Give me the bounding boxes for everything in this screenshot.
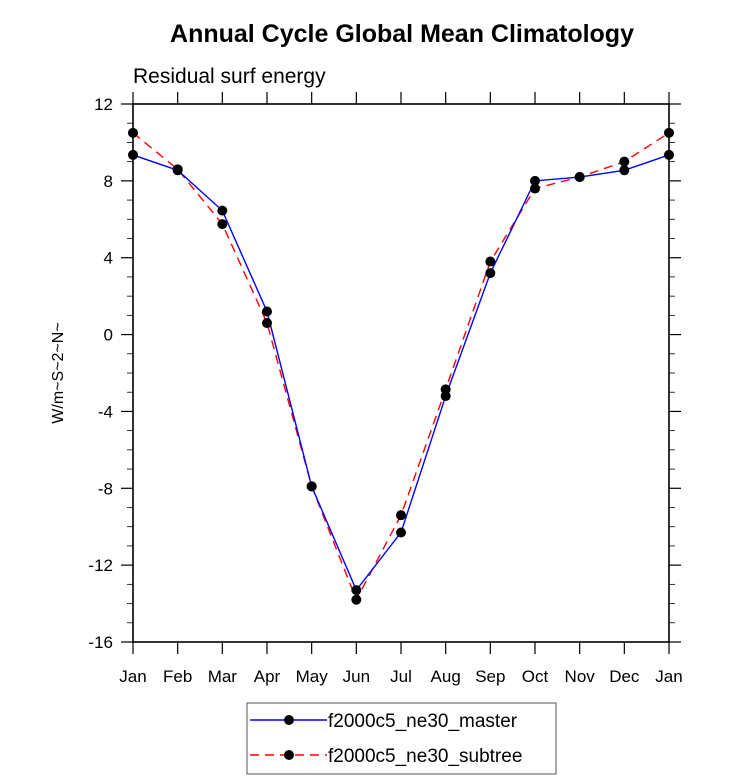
legend-box	[246, 702, 557, 775]
axes: -16 -12 -8 -4 0 4 8 12 Jan Feb Mar Apr May Jun Jul Aug S…	[88, 92, 683, 686]
data-point-f2000c5_ne30_subtree	[485, 256, 496, 267]
data-point-f2000c5_ne30_master	[530, 175, 540, 186]
data-point-f2000c5_ne30_master	[396, 527, 406, 538]
legend-marker-f2000c5_ne30_master	[284, 715, 294, 725]
data-point-f2000c5_ne30_master	[217, 205, 228, 216]
y-tick-label: 4	[104, 249, 113, 268]
x-tick-label: Feb	[163, 667, 192, 686]
x-tick-label: Jun	[343, 667, 370, 686]
y-axis-label: W/m~S~2~N~	[50, 322, 67, 423]
data-point-f2000c5_ne30_subtree	[217, 219, 228, 230]
data-point-f2000c5_ne30_master	[664, 149, 674, 160]
data-point-f2000c5_ne30_master	[619, 165, 630, 176]
legend-label: f2000c5_ne30_master	[328, 711, 518, 732]
data-point-f2000c5_ne30_subtree	[128, 127, 138, 138]
x-tick-label: Jan	[655, 667, 682, 686]
x-tick-label: Nov	[565, 667, 596, 686]
y-tick-label: -16	[88, 633, 113, 652]
plot-frame	[132, 103, 670, 643]
chart-title: Annual Cycle Global Mean Climatology	[170, 20, 634, 48]
x-tick-label: Aug	[431, 667, 461, 686]
legend-label: f2000c5_ne30_subtree	[328, 746, 522, 767]
x-tick-label: Sep	[475, 667, 505, 686]
data-point-f2000c5_ne30_master	[440, 391, 451, 402]
y-tick-label: 0	[104, 326, 113, 345]
x-tick-label: May	[296, 667, 329, 686]
data-point-f2000c5_ne30_subtree	[396, 510, 406, 521]
x-tick-label: Oct	[522, 667, 549, 686]
y-tick-label: -4	[98, 402, 113, 421]
data-point-f2000c5_ne30_subtree	[351, 594, 362, 605]
y-tick-label: 8	[104, 172, 113, 191]
data-point-f2000c5_ne30_master	[351, 585, 362, 596]
x-tick-label: Apr	[254, 667, 281, 686]
series-layer	[128, 127, 674, 605]
x-tick-label: Dec	[609, 667, 640, 686]
data-point-f2000c5_ne30_subtree	[619, 156, 630, 167]
data-point-f2000c5_ne30_master	[172, 165, 183, 176]
y-tick-label: 12	[94, 95, 113, 114]
data-point-f2000c5_ne30_master	[306, 481, 317, 492]
data-point-f2000c5_ne30_master	[485, 268, 496, 279]
data-point-f2000c5_ne30_subtree	[664, 127, 674, 138]
chart-subtitle: Residual surf energy	[133, 65, 326, 88]
x-tick-label: Jan	[119, 667, 146, 686]
x-tick-label: Jul	[390, 667, 412, 686]
data-point-f2000c5_ne30_master	[262, 306, 272, 317]
data-point-f2000c5_ne30_master	[574, 172, 585, 183]
y-tick-label: -8	[98, 479, 113, 498]
data-point-f2000c5_ne30_master	[128, 149, 138, 160]
data-point-f2000c5_ne30_subtree	[530, 183, 540, 194]
legend-marker-f2000c5_ne30_subtree	[284, 750, 294, 760]
legend: f2000c5_ne30_master f2000c5_ne30_subtree	[246, 702, 557, 775]
y-tick-label: -12	[88, 556, 113, 575]
data-point-f2000c5_ne30_subtree	[262, 318, 272, 329]
series-line-f2000c5_ne30_master	[132, 154, 670, 592]
x-tick-label: Mar	[208, 667, 238, 686]
